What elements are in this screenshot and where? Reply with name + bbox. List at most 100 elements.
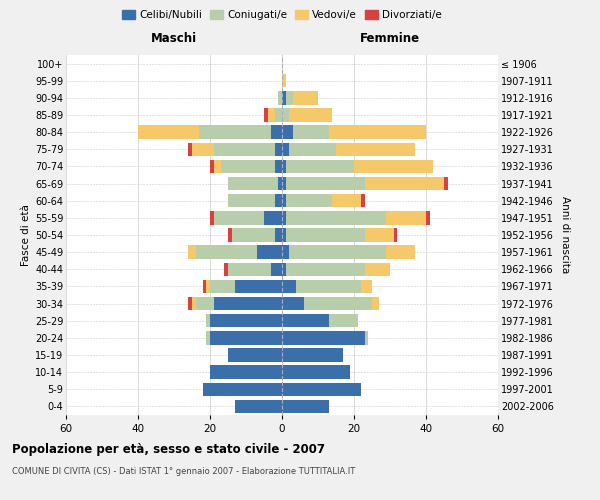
Bar <box>282 160 286 173</box>
Bar <box>329 126 426 139</box>
Bar <box>354 160 433 173</box>
Bar <box>206 331 210 344</box>
Bar <box>286 91 293 104</box>
Bar <box>282 211 286 224</box>
Y-axis label: Fasce di età: Fasce di età <box>20 204 31 266</box>
Bar <box>203 382 282 396</box>
Bar <box>282 314 329 328</box>
Bar <box>188 246 196 259</box>
Bar <box>228 262 271 276</box>
Bar <box>365 228 394 241</box>
Bar <box>282 246 289 259</box>
Bar <box>282 348 343 362</box>
Text: Femmine: Femmine <box>360 32 420 44</box>
Bar <box>282 280 296 293</box>
Bar <box>336 142 415 156</box>
Bar <box>282 366 350 379</box>
Text: Maschi: Maschi <box>151 32 197 44</box>
Bar <box>228 177 278 190</box>
Bar <box>361 280 372 293</box>
Bar <box>206 314 210 328</box>
Bar <box>286 262 365 276</box>
Bar <box>192 297 196 310</box>
Bar <box>278 91 282 104</box>
Bar <box>138 126 199 139</box>
Legend: Celibi/Nubili, Coniugati/e, Vedovi/e, Divorziati/e: Celibi/Nubili, Coniugati/e, Vedovi/e, Di… <box>118 6 446 25</box>
Bar <box>282 400 329 413</box>
Bar <box>286 194 332 207</box>
Bar <box>232 228 275 241</box>
Bar <box>192 142 214 156</box>
Bar <box>386 211 426 224</box>
Bar <box>203 280 206 293</box>
Bar <box>289 142 336 156</box>
Bar <box>329 314 358 328</box>
Bar <box>282 74 286 88</box>
Bar <box>365 177 444 190</box>
Bar <box>235 280 282 293</box>
Text: COMUNE DI CIVITA (CS) - Dati ISTAT 1° gennaio 2007 - Elaborazione TUTTITALIA.IT: COMUNE DI CIVITA (CS) - Dati ISTAT 1° ge… <box>12 468 355 476</box>
Bar <box>386 246 415 259</box>
Bar <box>282 228 286 241</box>
Bar <box>282 108 289 122</box>
Bar <box>271 126 282 139</box>
Bar <box>282 382 361 396</box>
Bar <box>289 108 332 122</box>
Bar <box>293 91 318 104</box>
Bar <box>361 194 365 207</box>
Bar <box>275 108 282 122</box>
Bar <box>282 297 304 310</box>
Bar <box>286 228 365 241</box>
Bar <box>282 331 365 344</box>
Bar <box>286 160 354 173</box>
Bar <box>304 297 372 310</box>
Bar <box>268 108 275 122</box>
Bar <box>275 228 282 241</box>
Bar <box>206 280 210 293</box>
Bar <box>365 262 390 276</box>
Bar <box>210 211 214 224</box>
Bar <box>235 400 282 413</box>
Bar <box>214 297 282 310</box>
Y-axis label: Anni di nascita: Anni di nascita <box>560 196 571 274</box>
Bar <box>214 211 264 224</box>
Bar <box>257 246 282 259</box>
Bar <box>394 228 397 241</box>
Bar <box>188 142 192 156</box>
Bar <box>210 331 282 344</box>
Bar <box>275 160 282 173</box>
Bar <box>210 314 282 328</box>
Bar <box>426 211 430 224</box>
Bar <box>221 160 275 173</box>
Bar <box>188 297 192 310</box>
Bar <box>199 126 271 139</box>
Bar <box>282 194 286 207</box>
Bar <box>275 142 282 156</box>
Bar <box>278 177 282 190</box>
Bar <box>286 177 365 190</box>
Bar <box>228 348 282 362</box>
Bar <box>293 126 329 139</box>
Text: Popolazione per età, sesso e stato civile - 2007: Popolazione per età, sesso e stato civil… <box>12 442 325 456</box>
Bar <box>372 297 379 310</box>
Bar <box>264 108 268 122</box>
Bar <box>196 246 257 259</box>
Bar <box>214 142 275 156</box>
Bar <box>275 194 282 207</box>
Bar <box>365 331 368 344</box>
Bar <box>444 177 448 190</box>
Bar <box>196 297 214 310</box>
Bar <box>332 194 361 207</box>
Bar <box>296 280 361 293</box>
Bar <box>214 160 221 173</box>
Bar <box>224 262 228 276</box>
Bar <box>271 262 282 276</box>
Bar <box>228 228 232 241</box>
Bar <box>210 366 282 379</box>
Bar <box>282 91 286 104</box>
Bar <box>264 211 282 224</box>
Bar <box>286 211 386 224</box>
Bar <box>282 126 293 139</box>
Bar <box>210 280 235 293</box>
Bar <box>289 246 386 259</box>
